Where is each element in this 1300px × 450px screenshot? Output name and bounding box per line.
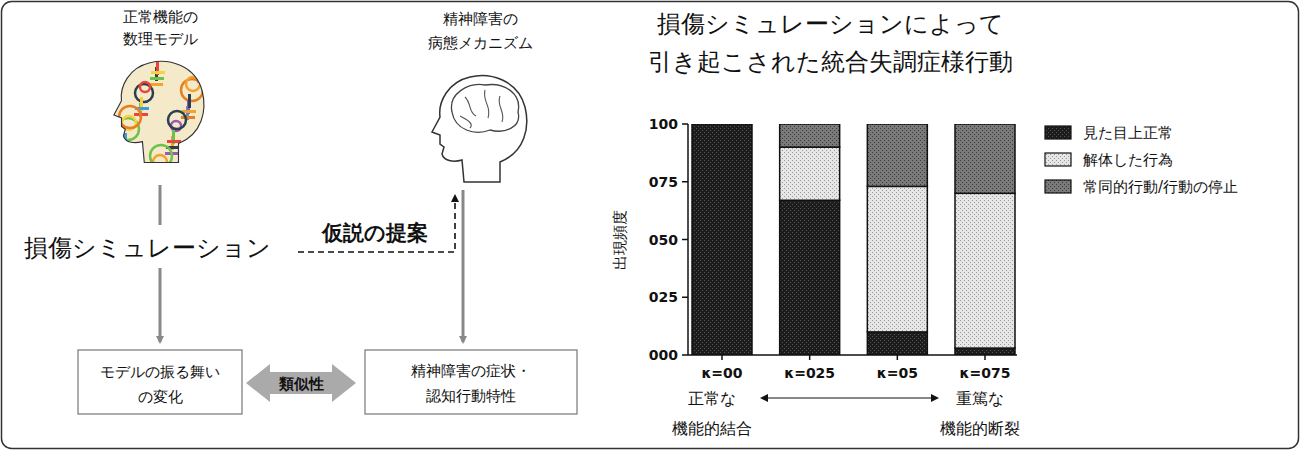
circuit-ring bbox=[168, 111, 186, 129]
y-tick bbox=[682, 181, 688, 183]
bar-segment bbox=[867, 124, 927, 186]
arrow-line bbox=[159, 268, 162, 342]
circuit-trace bbox=[123, 139, 126, 153]
legend-swatch bbox=[1045, 153, 1071, 166]
circuit-trace bbox=[182, 110, 196, 113]
y-tick bbox=[682, 239, 688, 241]
chart-title: 損傷シミュレーションによって bbox=[657, 10, 1004, 38]
y-tick bbox=[682, 354, 688, 356]
x-annotation: 重篤な bbox=[956, 389, 1004, 408]
mechanism-title: 病態メカニズム bbox=[428, 34, 533, 52]
circuit-trace bbox=[181, 116, 195, 119]
head-outline bbox=[114, 61, 204, 162]
simulation-label: 損傷シミュレーション bbox=[24, 234, 271, 262]
circuit-trace bbox=[151, 71, 165, 74]
y-tick bbox=[682, 123, 688, 125]
outer-frame bbox=[2, 2, 1299, 449]
bar-segment bbox=[692, 124, 752, 125]
circuit-ring bbox=[107, 55, 117, 65]
circuit-trace bbox=[188, 94, 191, 108]
y-axis-label: 出現頻度 bbox=[611, 210, 629, 270]
circuit-ring bbox=[140, 82, 150, 92]
model-title: 数理モデル bbox=[123, 30, 198, 48]
y-tick-label: 075 bbox=[649, 174, 678, 190]
model-title: 正常機能の bbox=[123, 8, 198, 26]
legend-label: 解体した行為 bbox=[1083, 151, 1173, 169]
circuit-ring bbox=[119, 106, 141, 128]
similarity-label: 類似性 bbox=[278, 375, 324, 393]
bar-segment bbox=[867, 332, 927, 355]
model-head-icon bbox=[100, 50, 220, 177]
similarity-arrow bbox=[246, 364, 356, 402]
symptom-box-text: 精神障害の症状・ bbox=[411, 362, 531, 380]
x-annotation: 正常な bbox=[688, 389, 736, 408]
brain-outline bbox=[451, 85, 518, 133]
x-annotation: 機能的結合 bbox=[672, 419, 752, 438]
bar-segment bbox=[780, 147, 840, 200]
x-tick-label: κ=05 bbox=[877, 365, 918, 381]
bar-segment bbox=[955, 124, 1015, 193]
model-box-text: モデルの振る舞い bbox=[100, 363, 220, 381]
x-tick bbox=[984, 355, 986, 360]
bars bbox=[692, 124, 1015, 355]
x-tick bbox=[897, 355, 899, 360]
figure: 正常機能の数理モデル 精神障害の病態メカニズム損傷シミュレーション 仮説の提案モデル… bbox=[0, 0, 1300, 450]
circuit-ring bbox=[104, 150, 122, 168]
legend: 見た目上正常解体した行為常同的行動/行動の停止 bbox=[1045, 124, 1238, 196]
y-tick-label: 100 bbox=[649, 116, 678, 132]
model-box bbox=[78, 350, 242, 414]
chart-title: 引き起こされた統合失調症様行動 bbox=[648, 48, 1013, 76]
x-axis-line bbox=[688, 354, 1017, 356]
brain-folds bbox=[460, 90, 503, 128]
x-tick-label: κ=075 bbox=[960, 365, 1011, 381]
x-tick bbox=[809, 355, 811, 360]
circuit-trace bbox=[167, 140, 181, 143]
circuit-trace bbox=[198, 74, 212, 77]
symptom-box bbox=[365, 350, 577, 414]
x-tick bbox=[721, 355, 723, 360]
y-tick bbox=[682, 297, 688, 299]
mechanism-head-icon bbox=[432, 76, 527, 182]
bar-segment bbox=[780, 200, 840, 355]
legend-swatch bbox=[1045, 180, 1071, 193]
hypothesis-arrow bbox=[298, 196, 455, 252]
head-fill bbox=[100, 50, 220, 170]
arrow-line bbox=[159, 185, 162, 225]
bar-segment bbox=[692, 124, 752, 355]
mechanism-title: 精神障害の bbox=[443, 10, 518, 28]
circuit-trace bbox=[118, 149, 132, 152]
head-outline bbox=[432, 76, 527, 182]
y-tick-label: 000 bbox=[649, 347, 678, 363]
legend-label: 見た目上正常 bbox=[1083, 124, 1173, 142]
bar-segment bbox=[955, 193, 1015, 348]
circuit-ring bbox=[150, 145, 172, 167]
circuit-trace bbox=[204, 163, 207, 177]
circuit-ring bbox=[109, 148, 119, 158]
bar-segment bbox=[780, 124, 840, 147]
circuit-trace bbox=[150, 77, 164, 80]
symptom-box-text: 認知行動特性 bbox=[426, 387, 516, 405]
circuit-trace bbox=[203, 64, 206, 78]
legend-label: 常同的行動/行動の停止 bbox=[1083, 178, 1238, 196]
bar-segment bbox=[867, 186, 927, 332]
bar-segment bbox=[692, 124, 752, 125]
x-annotation: 機能的断裂 bbox=[940, 419, 1020, 438]
severity-arrow bbox=[762, 397, 937, 398]
circuit-ring bbox=[186, 77, 200, 91]
circuit-trace bbox=[119, 143, 133, 146]
bar-segment bbox=[955, 348, 1015, 355]
circuit-trace bbox=[149, 83, 163, 86]
y-tick-label: 050 bbox=[649, 232, 678, 248]
arrow-line bbox=[462, 190, 465, 342]
circuit-trace bbox=[202, 70, 205, 84]
hypothesis-label: 仮説の提案 bbox=[321, 221, 428, 245]
legend-swatch bbox=[1045, 126, 1071, 139]
x-tick-label: κ=00 bbox=[701, 365, 742, 381]
x-tick-label: κ=025 bbox=[784, 365, 835, 381]
model-box-text: の変化 bbox=[138, 388, 183, 406]
y-tick-label: 025 bbox=[649, 289, 678, 305]
